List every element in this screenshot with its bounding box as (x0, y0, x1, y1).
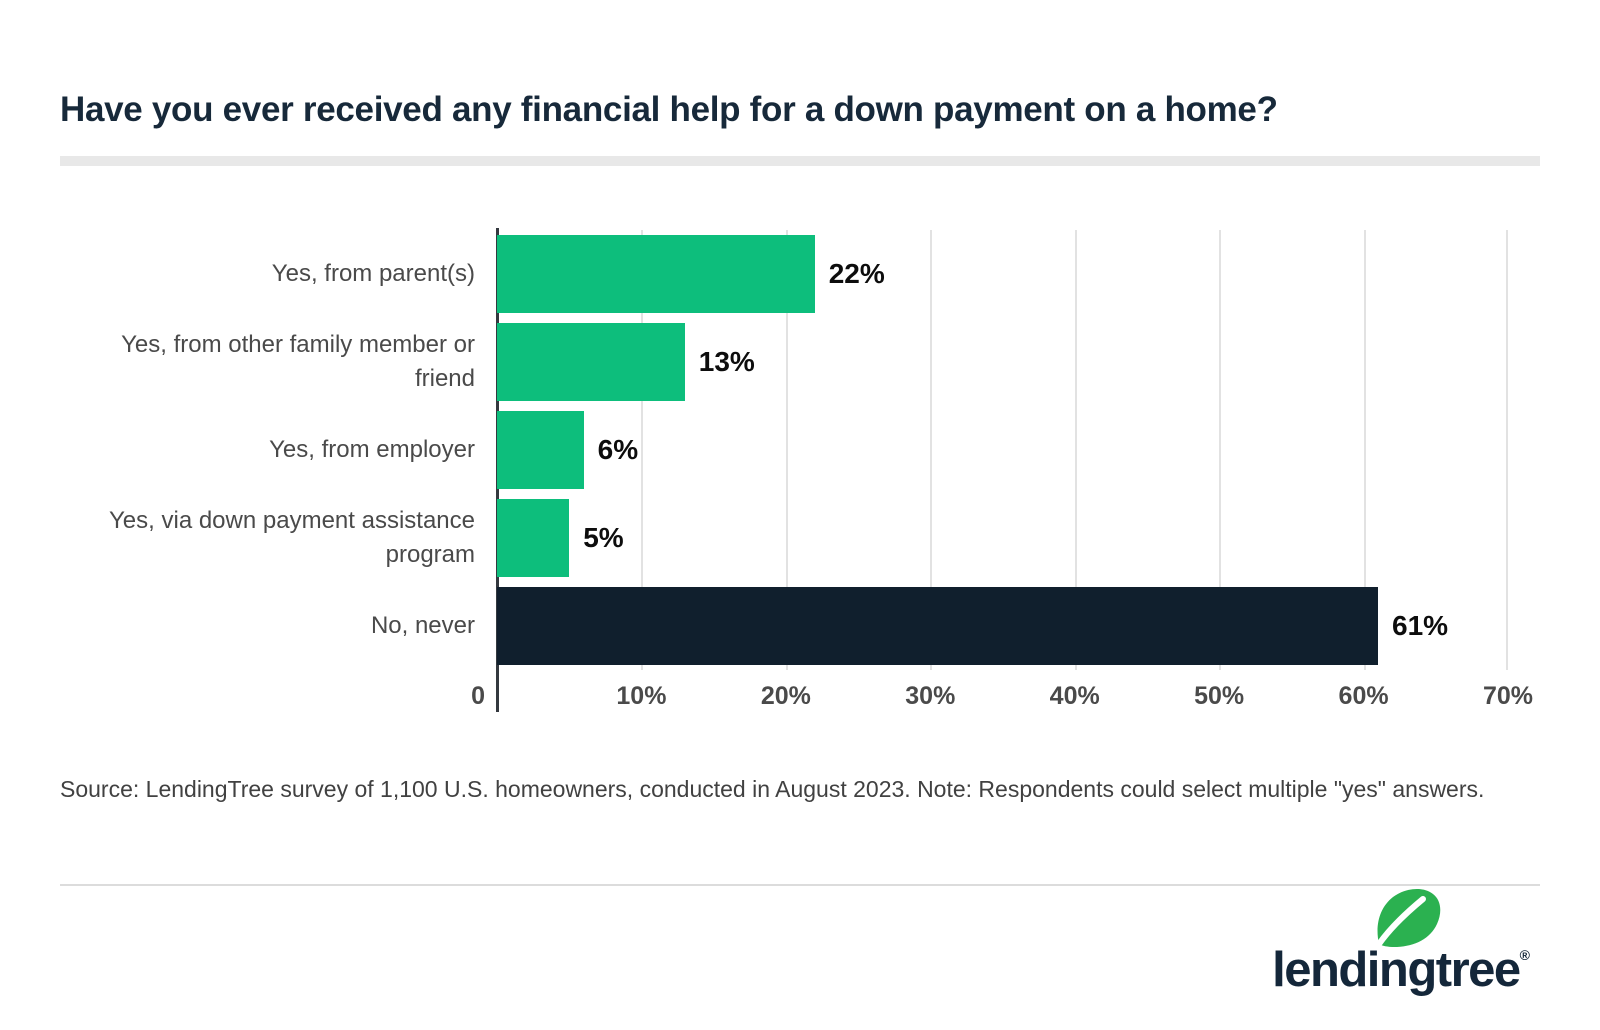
gridline (641, 230, 644, 670)
footer-divider (60, 884, 1540, 886)
plot-area: Yes, from parent(s) 22% Yes, from other … (60, 228, 1540, 712)
x-axis-tick: 0 (471, 682, 485, 710)
bar-track: 5% (497, 494, 1508, 582)
source-note: Source: LendingTree survey of 1,100 U.S.… (60, 776, 1485, 802)
x-axis-tick: 40% (1049, 682, 1100, 710)
gridline (930, 230, 933, 670)
gridline (1074, 230, 1077, 670)
gridline (785, 230, 788, 670)
value-label: 61% (1392, 610, 1449, 641)
bar-track: 61% (497, 582, 1508, 670)
x-axis-tick: 60% (1338, 682, 1389, 710)
bar (497, 499, 570, 577)
lendingtree-logo: lendingtree® (1272, 888, 1540, 998)
bar (497, 587, 1378, 665)
chart-row: Yes, from parent(s) 22% (60, 230, 1540, 318)
bar-track: 22% (497, 230, 1508, 318)
chart-row: No, never 61% (60, 582, 1540, 670)
gridline (1506, 230, 1508, 670)
registered-mark: ® (1519, 947, 1530, 963)
gridline (1219, 230, 1222, 670)
bar (497, 323, 685, 401)
x-axis-tick: 50% (1194, 682, 1245, 710)
axis-spacer (60, 670, 497, 716)
chart-row: Yes, from other family member or friend … (60, 318, 1540, 406)
logo-text: lendingtree (1272, 943, 1521, 997)
category-label: Yes, from other family member or friend (121, 331, 475, 392)
bar (497, 411, 584, 489)
leaf-icon (1376, 888, 1441, 948)
bar-track: 6% (497, 406, 1508, 494)
gridline (1363, 230, 1366, 670)
x-axis: 0 10% 20% 30% 40% 50% 60% 70% (60, 670, 1540, 716)
bar (497, 235, 815, 313)
value-label: 13% (698, 346, 755, 377)
category-label: Yes, from parent(s) (271, 260, 475, 287)
bar-track: 13% (497, 318, 1508, 406)
chart-row: Yes, via down payment assistance program… (60, 494, 1540, 582)
value-label: 6% (597, 434, 639, 465)
bar-rows: Yes, from parent(s) 22% Yes, from other … (60, 230, 1540, 670)
x-axis-tick: 70% (1482, 682, 1534, 710)
footer: lendingtree® (60, 888, 1540, 998)
value-label: 22% (828, 258, 885, 289)
category-label: Yes, via down payment assistance program (109, 507, 475, 568)
x-axis-tick: 30% (905, 682, 956, 710)
value-label: 5% (583, 522, 624, 553)
title-divider (60, 156, 1540, 166)
chart-title: Have you ever received any financial hel… (60, 90, 1278, 129)
x-axis-tick: 10% (616, 682, 667, 710)
category-label: Yes, from employer (269, 436, 475, 463)
x-axis-ticks: 0 10% 20% 30% 40% 50% 60% 70% (471, 670, 1533, 716)
bar-chart: Yes, from parent(s) 22% Yes, from other … (60, 228, 1540, 716)
category-label: No, never (370, 612, 475, 639)
x-axis-tick: 20% (760, 682, 811, 710)
chart-row: Yes, from employer 6% (60, 406, 1540, 494)
